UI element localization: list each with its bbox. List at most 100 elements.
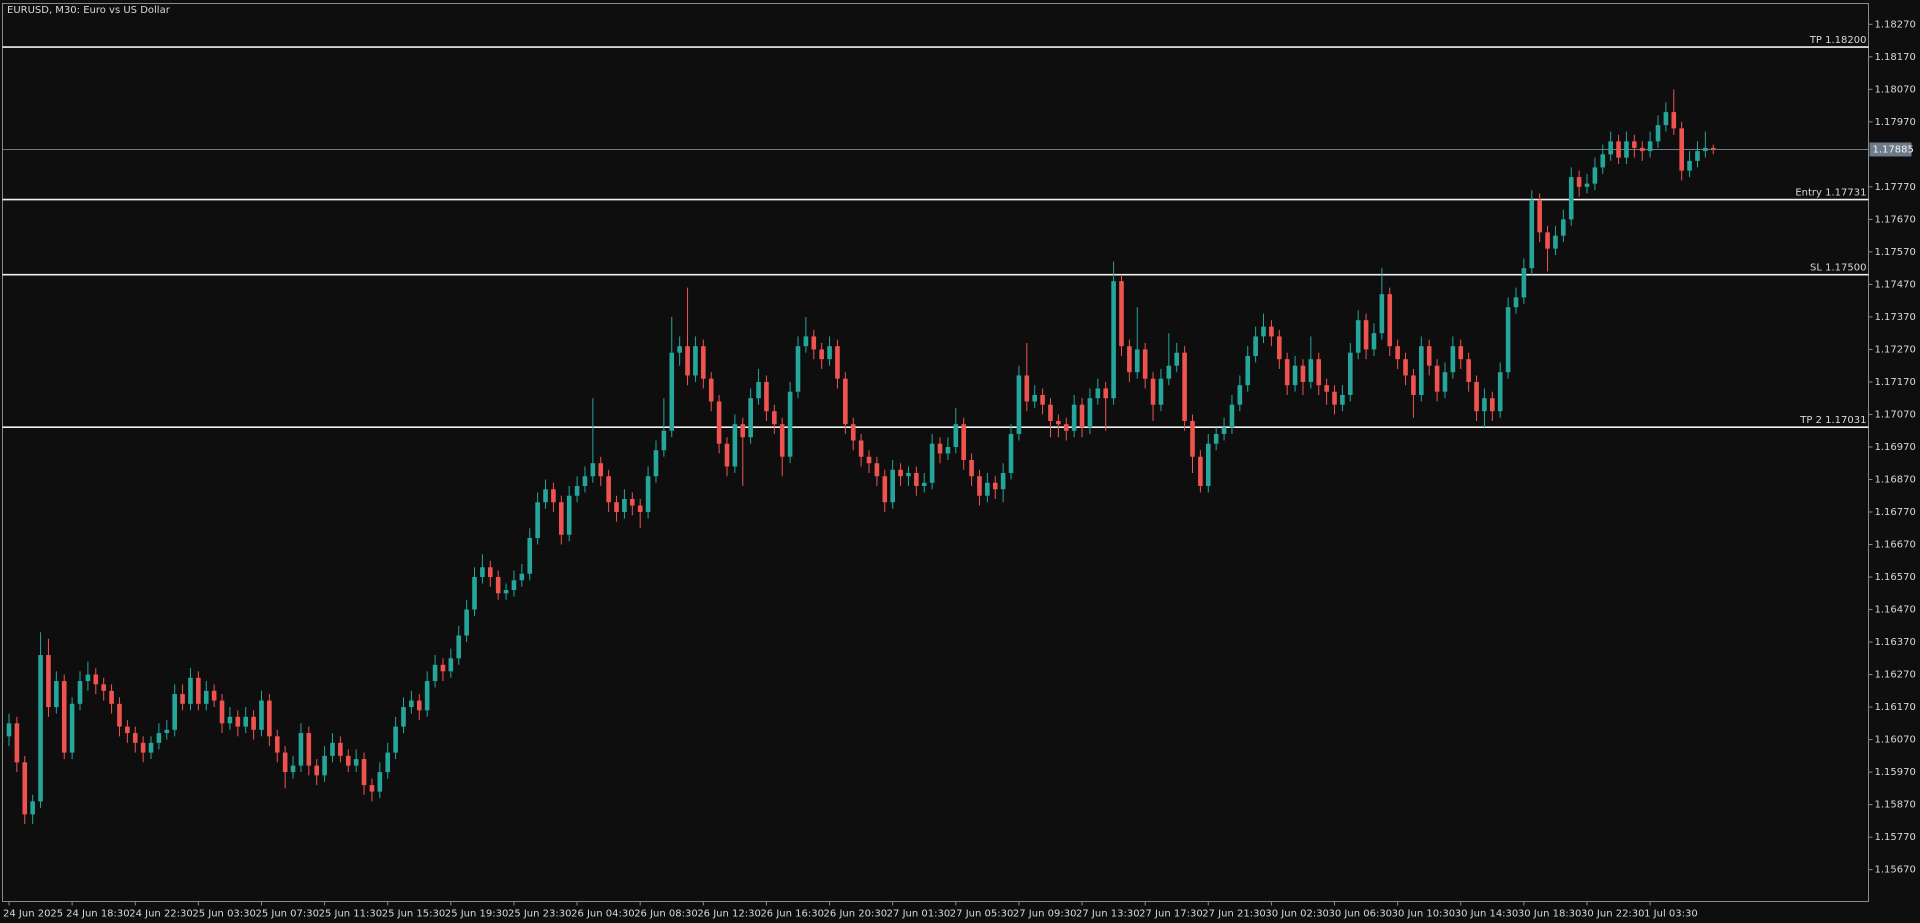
y-tick-label: 1.16970	[1875, 442, 1916, 453]
candle-body	[235, 716, 241, 727]
chart-title: EURUSD, M30: Euro vs US Dollar	[7, 5, 171, 16]
candle-body	[1679, 128, 1684, 171]
candle-body	[1087, 398, 1093, 428]
x-tick-label: 1 Jul 03:30	[1644, 909, 1698, 920]
y-tick-label: 1.16070	[1875, 735, 1916, 746]
x-tick-label: 30 Jun 02:30	[1265, 909, 1329, 920]
candle-body	[653, 450, 659, 477]
candle-body	[1655, 125, 1661, 142]
level-label: Entry 1.17731	[1795, 188, 1866, 199]
candle-body	[890, 469, 895, 503]
candle-body	[290, 765, 296, 773]
candle-body	[448, 658, 454, 672]
candle-body	[85, 674, 91, 682]
y-tick-label: 1.17470	[1875, 279, 1916, 290]
candle-body	[1584, 183, 1590, 187]
candle-body	[1561, 219, 1566, 236]
candle-body	[685, 346, 690, 376]
candle-body	[1324, 385, 1329, 392]
x-tick-label: 26 Jun 20:30	[824, 909, 888, 920]
candle-body	[1127, 346, 1132, 373]
candle-body	[937, 443, 943, 454]
candle-body	[1387, 294, 1393, 347]
candle-body	[1482, 398, 1487, 412]
candle-body	[1529, 199, 1535, 269]
candle-body	[1229, 404, 1235, 428]
candle-body	[1537, 199, 1542, 233]
candle-body	[566, 495, 572, 535]
candle-body	[803, 336, 809, 347]
candle-body	[598, 463, 604, 477]
candle-body	[1221, 427, 1227, 434]
y-tick-label: 1.16570	[1875, 572, 1916, 583]
candle-body	[929, 443, 935, 483]
candle-body	[1624, 141, 1629, 158]
candle-body	[1497, 372, 1503, 412]
candle-body	[93, 674, 99, 685]
level-label: SL 1.17500	[1810, 263, 1866, 274]
y-tick-label: 1.18070	[1875, 84, 1916, 95]
candle-body	[1355, 320, 1361, 353]
candle-body	[164, 729, 170, 734]
x-tick-label: 30 Jun 10:30	[1392, 909, 1456, 920]
candle-body	[582, 476, 588, 486]
candle-body	[914, 472, 919, 486]
candle-body	[393, 726, 398, 753]
candle-body	[1379, 294, 1385, 334]
plot-frame	[2, 3, 1869, 902]
candle-body	[511, 580, 517, 591]
candle-body	[1284, 359, 1290, 386]
current-price-box	[1869, 142, 1912, 157]
candle-body	[227, 716, 233, 724]
candle-body	[835, 346, 840, 379]
y-tick-label: 1.17770	[1875, 182, 1916, 193]
candle-body	[1095, 388, 1101, 399]
candle-body	[1079, 404, 1085, 428]
candle-body	[1292, 365, 1298, 386]
candle-body	[701, 346, 706, 379]
candle-body	[819, 349, 824, 360]
candle-body	[614, 502, 619, 512]
candle-body	[724, 443, 730, 467]
candle-body	[487, 567, 493, 578]
candle-body	[1395, 346, 1400, 360]
candle-body	[716, 401, 722, 444]
candle-body	[69, 703, 75, 753]
candle-body	[1442, 372, 1448, 392]
candle-body	[345, 755, 351, 766]
candle-body	[669, 352, 675, 431]
candle-body	[961, 424, 966, 460]
y-tick-label: 1.16170	[1875, 702, 1916, 713]
candle-body	[1071, 404, 1077, 431]
candle-body	[866, 456, 872, 464]
candle-body	[101, 684, 106, 691]
candle-body	[551, 489, 556, 503]
candle-body	[874, 463, 880, 477]
candle-body	[1348, 352, 1353, 395]
candle-body	[1426, 346, 1432, 366]
candle-body	[424, 681, 430, 711]
x-tick-label: 26 Jun 04:30	[571, 909, 635, 920]
candle-body	[1198, 456, 1203, 486]
candle-body	[1174, 352, 1180, 366]
candle-body	[1450, 346, 1456, 373]
candle-body	[969, 459, 974, 477]
y-tick-label: 1.17570	[1875, 247, 1916, 258]
candle-body	[779, 424, 785, 457]
candle-body	[945, 446, 951, 454]
candle-body	[298, 733, 304, 766]
x-tick-label: 24 Jun 18:30	[66, 909, 130, 920]
candle-body	[267, 700, 272, 737]
candle-body	[1119, 281, 1124, 347]
candle-body	[764, 381, 769, 412]
candle-body	[180, 694, 185, 704]
candle-body	[188, 677, 193, 704]
candle-body	[1245, 355, 1251, 386]
candle-body	[61, 681, 67, 753]
candle-body	[1600, 154, 1606, 168]
candle-body	[1576, 177, 1582, 187]
candle-body	[172, 694, 177, 730]
candle-body	[330, 742, 335, 756]
candle-body	[606, 476, 611, 503]
y-tick-label: 1.17170	[1875, 377, 1916, 388]
